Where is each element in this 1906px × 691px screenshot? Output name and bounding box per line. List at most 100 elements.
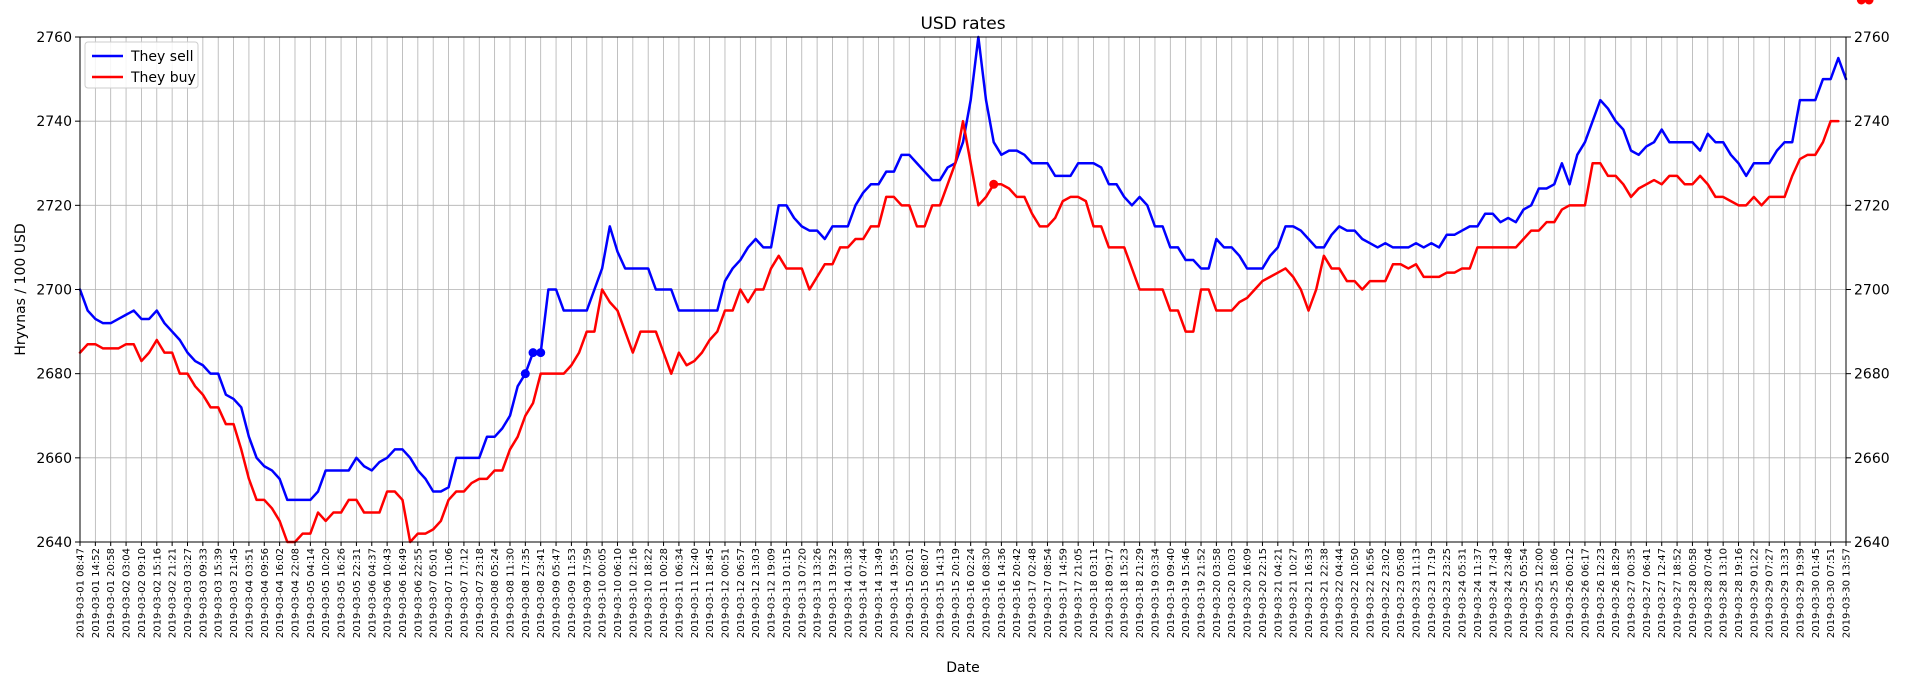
x-tick-label: 2019-03-03 21:45	[229, 548, 240, 638]
x-tick-label: 2019-03-18 15:23	[1120, 548, 1131, 638]
x-tick-label: 2019-03-11 12:40	[690, 548, 701, 638]
chart-title: USD rates	[920, 14, 1005, 34]
x-tick-label: 2019-03-26 00:12	[1565, 548, 1576, 638]
y-tick-label-left: 2720	[36, 198, 72, 214]
x-tick-label: 2019-03-26 12:23	[1596, 548, 1607, 638]
x-tick-label: 2019-03-29 13:33	[1780, 548, 1791, 638]
x-tick-label: 2019-03-08 11:30	[505, 548, 516, 638]
x-axis: 2019-03-01 08:47 2019-03-01 14:52 2019-03-…	[76, 542, 1853, 638]
x-tick-label: 2019-03-21 10:27	[1289, 548, 1300, 638]
x-tick-label: 2019-03-05 22:31	[352, 548, 363, 638]
x-tick-label: 2019-03-04 03:51	[244, 548, 255, 638]
x-tick-label: 2019-03-07 17:12	[459, 548, 470, 638]
x-tick-label: 2019-03-06 22:55	[413, 548, 424, 638]
legend-label-they-buy: They buy	[130, 70, 196, 86]
y-tick-label-left: 2740	[36, 114, 72, 130]
x-tick-label: 2019-03-26 18:29	[1611, 548, 1622, 638]
x-tick-label: 2019-03-27 12:47	[1657, 548, 1668, 638]
y-tick-label-left: 2680	[36, 367, 72, 383]
x-tick-label: 2019-03-14 01:38	[843, 548, 854, 638]
x-tick-label: 2019-03-15 20:19	[951, 548, 962, 638]
x-tick-label: 2019-03-21 22:38	[1319, 548, 1330, 638]
x-tick-label: 2019-03-10 00:05	[598, 548, 609, 638]
y-tick-label-left: 2700	[36, 283, 72, 299]
y-axis-left: 2640 2660 2680 2700 2720 2740 2760	[36, 30, 80, 551]
y-tick-label-right: 2740	[1854, 114, 1890, 130]
x-tick-label: 2019-03-02 15:16	[152, 548, 163, 638]
x-tick-label: 2019-03-28 00:58	[1688, 548, 1699, 638]
x-tick-label: 2019-03-23 05:08	[1396, 548, 1407, 638]
x-tick-label: 2019-03-17 08:54	[1043, 548, 1054, 638]
x-tick-label: 2019-03-25 05:54	[1519, 548, 1530, 638]
x-tick-label: 2019-03-22 04:44	[1335, 548, 1346, 638]
x-tick-label: 2019-03-19 21:52	[1197, 548, 1208, 638]
x-tick-label: 2019-03-29 01:22	[1749, 548, 1760, 638]
series-marker-they-sell	[528, 348, 538, 358]
x-tick-label: 2019-03-26 06:17	[1580, 548, 1591, 638]
x-tick-label: 2019-03-03 15:39	[214, 548, 225, 638]
x-tick-label: 2019-03-02 09:10	[137, 548, 148, 638]
x-tick-label: 2019-03-18 21:29	[1135, 548, 1146, 638]
x-tick-label: 2019-03-27 18:52	[1673, 548, 1684, 638]
x-tick-label: 2019-03-13 01:15	[782, 548, 793, 638]
legend-label-they-sell: They sell	[130, 49, 193, 65]
x-tick-label: 2019-03-18 09:17	[1104, 548, 1115, 638]
x-tick-label: 2019-03-06 10:43	[383, 548, 394, 638]
x-tick-label: 2019-03-22 23:02	[1381, 548, 1392, 638]
x-tick-label: 2019-03-28 13:10	[1719, 548, 1730, 638]
x-axis-label: Date	[946, 660, 979, 676]
x-tick-label: 2019-03-15 14:13	[935, 548, 946, 638]
x-tick-label: 2019-03-07 23:18	[475, 548, 486, 638]
x-tick-label: 2019-03-21 16:33	[1304, 548, 1315, 638]
x-tick-label: 2019-03-14 19:55	[889, 548, 900, 638]
y-tick-label-right: 2760	[1854, 30, 1890, 46]
y-tick-label-right: 2660	[1854, 451, 1890, 467]
series-line-they-buy	[78, 119, 1840, 544]
x-tick-label: 2019-03-10 06:10	[613, 548, 624, 638]
x-tick-label: 2019-03-01 08:47	[76, 548, 87, 638]
x-tick-label: 2019-03-23 23:25	[1442, 548, 1453, 638]
x-tick-label: 2019-03-16 08:30	[982, 548, 993, 638]
x-tick-label: 2019-03-02 21:21	[168, 548, 179, 638]
x-tick-label: 2019-03-19 03:34	[1150, 548, 1161, 638]
x-tick-label: 2019-03-30 01:45	[1811, 548, 1822, 638]
x-tick-label: 2019-03-27 00:35	[1627, 548, 1638, 638]
x-tick-label: 2019-03-19 15:46	[1181, 548, 1192, 638]
x-tick-label: 2019-03-03 03:27	[183, 548, 194, 638]
x-tick-label: 2019-03-24 23:48	[1504, 548, 1515, 638]
x-tick-label: 2019-03-16 20:42	[1012, 548, 1023, 638]
y-axis-label: Hryvnas / 100 USD	[13, 223, 29, 355]
x-tick-label: 2019-03-10 18:22	[644, 548, 655, 638]
x-tick-label: 2019-03-30 07:51	[1826, 548, 1837, 638]
x-tick-label: 2019-03-27 06:41	[1642, 548, 1653, 638]
series-line-they-sell	[78, 35, 1848, 502]
x-tick-label: 2019-03-05 16:26	[337, 548, 348, 638]
x-tick-label: 2019-03-25 12:00	[1534, 548, 1545, 638]
x-tick-label: 2019-03-05 04:14	[306, 548, 317, 638]
x-tick-label: 2019-03-05 10:20	[321, 548, 332, 638]
x-tick-label: 2019-03-19 09:40	[1166, 548, 1177, 638]
x-tick-label: 2019-03-04 16:02	[275, 548, 286, 638]
series-marker-they-sell	[536, 348, 546, 358]
x-tick-label: 2019-03-16 02:24	[966, 548, 977, 638]
series-marker-they-buy	[1856, 0, 1866, 5]
x-tick-label: 2019-03-11 00:28	[659, 548, 670, 638]
x-tick-label: 2019-03-09 05:47	[552, 548, 563, 638]
x-tick-label: 2019-03-15 08:07	[920, 548, 931, 638]
x-tick-label: 2019-03-24 11:37	[1473, 548, 1484, 638]
y-tick-label-right: 2720	[1854, 198, 1890, 214]
x-tick-label: 2019-03-07 11:06	[444, 548, 455, 638]
x-tick-label: 2019-03-16 14:36	[997, 548, 1008, 638]
y-tick-label-right: 2680	[1854, 367, 1890, 383]
x-tick-label: 2019-03-13 13:26	[813, 548, 824, 638]
x-tick-label: 2019-03-29 19:39	[1795, 548, 1806, 638]
x-tick-label: 2019-03-20 22:15	[1258, 548, 1269, 638]
x-tick-label: 2019-03-09 11:53	[567, 548, 578, 638]
series-marker-they-buy	[989, 179, 999, 189]
x-tick-label: 2019-03-12 06:57	[736, 548, 747, 638]
x-tick-label: 2019-03-28 07:04	[1703, 548, 1714, 638]
x-tick-label: 2019-03-08 17:35	[521, 548, 532, 638]
x-tick-label: 2019-03-22 16:56	[1365, 548, 1376, 638]
